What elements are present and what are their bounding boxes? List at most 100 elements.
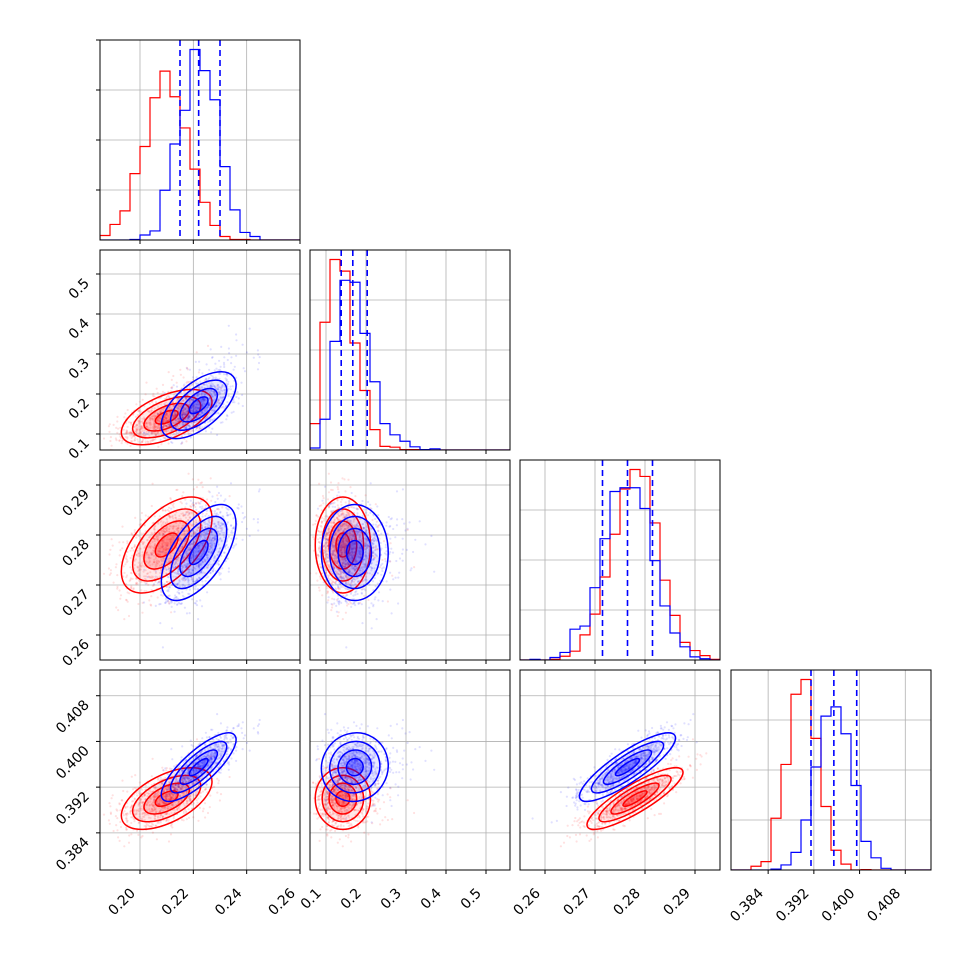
sample-point-blue	[191, 568, 194, 571]
sample-point-red	[208, 545, 211, 548]
sample-point-blue	[201, 527, 204, 530]
sample-point-blue	[173, 571, 176, 574]
sample-point-red	[221, 506, 224, 509]
sample-point-blue	[197, 566, 201, 569]
sample-point-red	[190, 511, 193, 514]
y-tick-label: 0.29	[59, 487, 92, 520]
sample-point-blue	[188, 424, 191, 427]
sample-point-red	[200, 533, 203, 537]
sample-point-red	[191, 503, 194, 506]
sample-point-red	[190, 555, 194, 558]
sample-point-red	[136, 549, 139, 552]
sample-point-red	[121, 439, 124, 443]
sample-point-blue	[201, 426, 204, 429]
sample-point-blue	[188, 368, 191, 371]
sample-point-red	[197, 545, 200, 548]
sample-point-red	[389, 542, 392, 545]
sample-point-red	[165, 529, 168, 532]
sample-point-red	[182, 533, 185, 536]
sample-point-blue	[181, 413, 184, 416]
sample-point-blue	[199, 505, 202, 509]
sample-point-blue	[161, 425, 164, 429]
sample-point-red	[185, 440, 188, 443]
sample-point-blue	[203, 399, 206, 402]
sample-point-red	[187, 415, 190, 418]
sample-point-red	[197, 526, 200, 529]
sample-point-blue	[185, 578, 188, 581]
sample-point-blue	[184, 427, 187, 430]
sample-point-red	[148, 434, 151, 438]
sample-point-blue	[199, 427, 202, 430]
sample-point-red	[165, 412, 168, 415]
sample-point-blue	[208, 420, 211, 423]
sample-point-blue	[150, 431, 153, 434]
sample-point-blue	[219, 421, 222, 424]
sample-point-red	[184, 498, 187, 501]
sample-point-red	[157, 580, 161, 583]
sample-point-blue	[189, 401, 192, 404]
sample-point-blue	[165, 600, 168, 603]
sample-point-red	[138, 409, 141, 412]
sample-point-blue	[206, 558, 209, 561]
sample-point-blue	[147, 556, 151, 559]
sample-point-red	[175, 431, 178, 434]
sample-point-blue	[182, 577, 186, 580]
sample-point-red	[186, 511, 189, 514]
sample-point-red	[195, 351, 198, 354]
sample-point-blue	[195, 406, 198, 409]
sample-point-red	[146, 572, 150, 575]
sample-point-blue	[192, 413, 195, 417]
sample-point-blue	[194, 531, 197, 534]
sample-point-red	[123, 432, 126, 435]
sample-point-blue	[233, 401, 236, 404]
sample-point-blue	[186, 577, 190, 580]
sample-point-blue	[199, 380, 202, 383]
sample-point-red	[185, 410, 188, 414]
sample-point-red	[216, 385, 219, 388]
sample-point-red	[133, 545, 136, 549]
sample-point-blue	[189, 398, 193, 401]
sample-point-blue	[221, 385, 224, 388]
sample-point-red	[197, 511, 200, 514]
sample-point-blue	[389, 551, 392, 554]
sample-point-red	[118, 589, 121, 592]
sample-point-blue	[194, 381, 197, 385]
sample-point-blue	[184, 540, 187, 543]
sample-point-red	[176, 418, 179, 421]
sample-point-blue	[213, 369, 216, 372]
sample-point-red	[157, 549, 160, 552]
sample-point-blue	[195, 394, 198, 397]
sample-point-red	[108, 573, 111, 576]
sample-point-red	[174, 433, 178, 436]
sample-point-red	[155, 425, 158, 429]
sample-point-red	[153, 431, 156, 434]
sample-point-red	[148, 557, 151, 560]
sample-point-red	[166, 544, 169, 547]
sample-point-red	[156, 561, 159, 564]
sample-point-blue	[197, 393, 200, 396]
sample-point-blue	[190, 557, 193, 560]
sample-point-blue	[176, 591, 179, 594]
sample-point-blue	[219, 402, 222, 405]
sample-point-red	[121, 547, 124, 550]
sample-point-red	[326, 591, 329, 594]
sample-point-blue	[200, 562, 203, 565]
sample-point-blue	[209, 552, 213, 555]
sample-point-red	[150, 417, 154, 420]
sample-point-blue	[214, 362, 217, 365]
sample-point-red	[115, 606, 118, 609]
sample-point-red	[135, 423, 138, 427]
sample-point-blue	[173, 433, 176, 436]
sample-point-red	[187, 424, 190, 427]
sample-point-red	[140, 427, 143, 430]
sample-point-blue	[213, 538, 217, 541]
sample-point-blue	[195, 408, 198, 412]
sample-point-blue	[186, 562, 189, 565]
sample-point-red	[187, 518, 190, 521]
sample-point-blue	[143, 431, 146, 434]
sample-point-blue	[181, 414, 184, 417]
sample-point-blue	[165, 568, 168, 571]
sample-point-blue	[228, 352, 231, 355]
sample-point-red	[175, 528, 178, 531]
sample-point-blue	[209, 403, 212, 407]
